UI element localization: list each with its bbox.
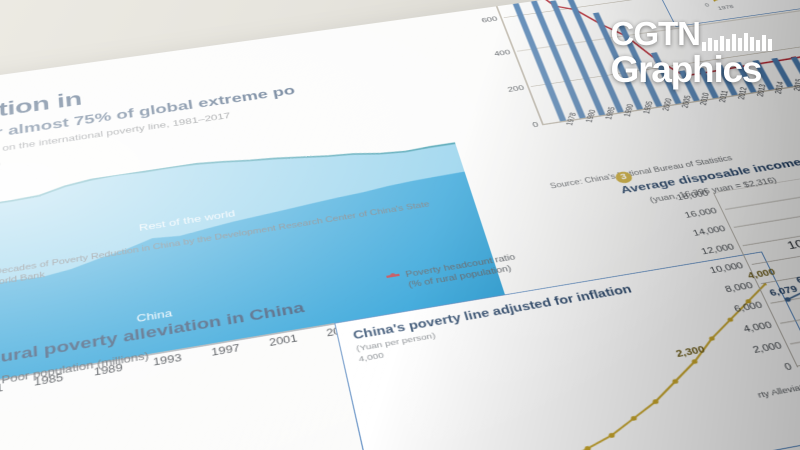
chart3-y-tick: 200 [506,84,526,94]
watermark-bar [756,40,760,52]
watermark-bar [738,38,742,52]
watermark-bar [720,36,724,52]
watermark-cgtn-text: CGTN [610,15,701,52]
watermark-bar [714,40,718,52]
chart3-x-tick: 2000 [660,97,675,112]
chart3-x-tick: 1995 [641,100,656,115]
chart3-x-tick: 1990 [622,103,637,118]
chart4-y-tick: 6,000 [732,300,764,315]
chart3-y-tick: 600 [480,15,499,24]
watermark-bar [768,39,772,52]
chart3-x-tick: 2011 [717,89,731,104]
watermark-bar [702,42,706,52]
watermark-graphics-text: Graphics [610,49,763,91]
chart3-x-tick: 2015 [792,78,800,92]
panel2-axis-top: 4,000 [357,350,385,365]
chart3-x-tick: 2010 [698,92,712,107]
chart4-y-tick: 14,000 [691,224,728,239]
watermark-bar [744,33,748,52]
line-marker-icon [386,273,400,279]
watermark-bar [732,34,736,52]
bar-chart-icon [702,20,774,52]
chart4-y-tick: 0 [782,361,794,373]
watermark-bar [762,35,766,52]
chart3-x-tick: 2005 [679,94,694,109]
chart4-y-tick: 10,000 [708,261,746,276]
chart4-y-tick: 2,000 [751,340,784,356]
inset-y-tick: 0 [703,2,711,8]
watermark-bar [708,38,712,52]
chart4-y-tick: 12,000 [700,242,737,257]
chart4-y-tick: 16,000 [683,206,719,221]
watermark-bar [726,39,730,52]
chart3-y-tick: 0 [531,121,540,130]
chart3-x-tick: 2014 [773,80,787,95]
inset-x-tick: 1978 [716,3,735,12]
chart4-y-tick: 8,000 [723,280,755,295]
watermark-bar [750,37,754,52]
watermark-line1-row: CGTN [610,15,775,52]
cgtn-graphics-watermark: CGTN Graphics [610,15,775,91]
chart3-y-tick: 400 [493,48,512,58]
chart4-y-tick: 4,000 [741,320,774,335]
